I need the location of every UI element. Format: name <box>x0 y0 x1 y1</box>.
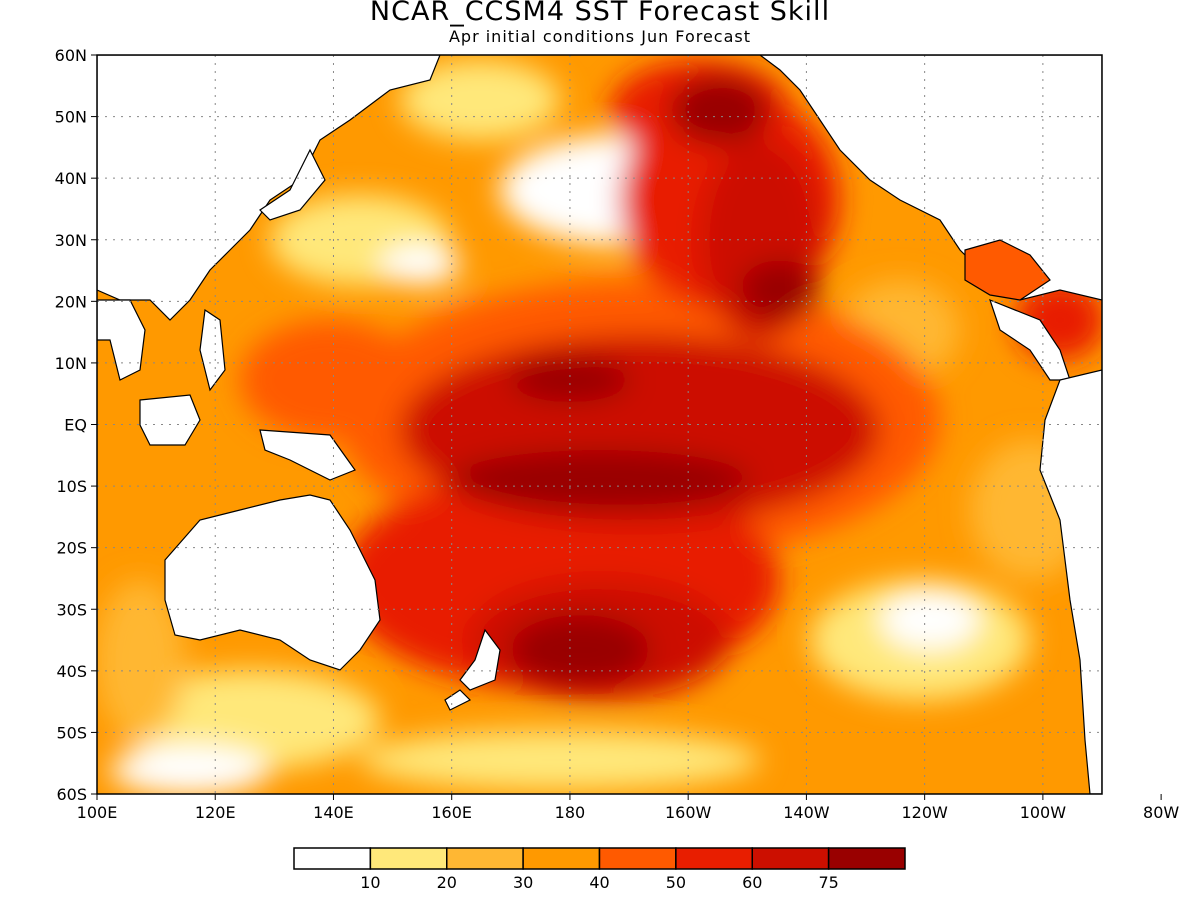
colorbar-label: 75 <box>818 873 838 892</box>
lon-label: 120E <box>195 803 236 822</box>
colorbar-swatch <box>751 847 830 870</box>
colorbar-swatch <box>675 847 753 870</box>
skill-field <box>97 55 1102 794</box>
lon-label: 180 <box>555 803 586 822</box>
lat-label: 30S <box>56 600 87 619</box>
grid-lines <box>97 55 1102 794</box>
lon-label: 160W <box>665 803 712 822</box>
lat-label: 60S <box>56 785 87 804</box>
colorbar-swatch <box>598 847 677 870</box>
lat-label: 40N <box>55 169 87 188</box>
land-masses <box>97 55 1102 794</box>
lon-label: 140W <box>783 803 830 822</box>
lat-label: EQ <box>64 416 87 435</box>
colorbar-label: 10 <box>360 873 380 892</box>
lat-label: 10N <box>55 354 87 373</box>
lat-label: 10S <box>56 477 87 496</box>
lon-label: 120W <box>901 803 948 822</box>
lon-label: 140E <box>313 803 354 822</box>
colorbar-label: 50 <box>666 873 686 892</box>
map-title: NCAR_CCSM4 SST Forecast Skill <box>369 0 831 27</box>
colorbar-label: 40 <box>589 873 609 892</box>
lat-label: 30N <box>55 231 87 250</box>
colorbar-label: 20 <box>437 873 457 892</box>
lon-label: 160E <box>431 803 472 822</box>
colorbar: 10 20 30 40 50 60 75 <box>293 847 906 892</box>
lat-label: 40S <box>56 662 87 681</box>
map-subtitle: Apr initial conditions Jun Forecast <box>448 27 752 46</box>
lon-label: 80W <box>1143 803 1179 822</box>
colorbar-label: 30 <box>513 873 533 892</box>
colorbar-swatch <box>446 847 524 870</box>
colorbar-swatch <box>827 847 906 870</box>
lon-label: 100W <box>1020 803 1067 822</box>
lon-label: 100E <box>77 803 118 822</box>
colorbar-swatch <box>369 847 448 870</box>
colorbar-swatch <box>522 847 601 870</box>
lat-label: 60N <box>55 46 87 65</box>
lat-label: 50S <box>56 723 87 742</box>
lat-label: 20S <box>56 539 87 558</box>
axes: 60N50N40N30N20N10NEQ10S20S30S40S50S60S10… <box>55 46 1180 822</box>
colorbar-swatch <box>293 847 372 870</box>
lat-label: 20N <box>55 292 87 311</box>
lat-label: 50N <box>55 108 87 127</box>
colorbar-label: 60 <box>742 873 762 892</box>
